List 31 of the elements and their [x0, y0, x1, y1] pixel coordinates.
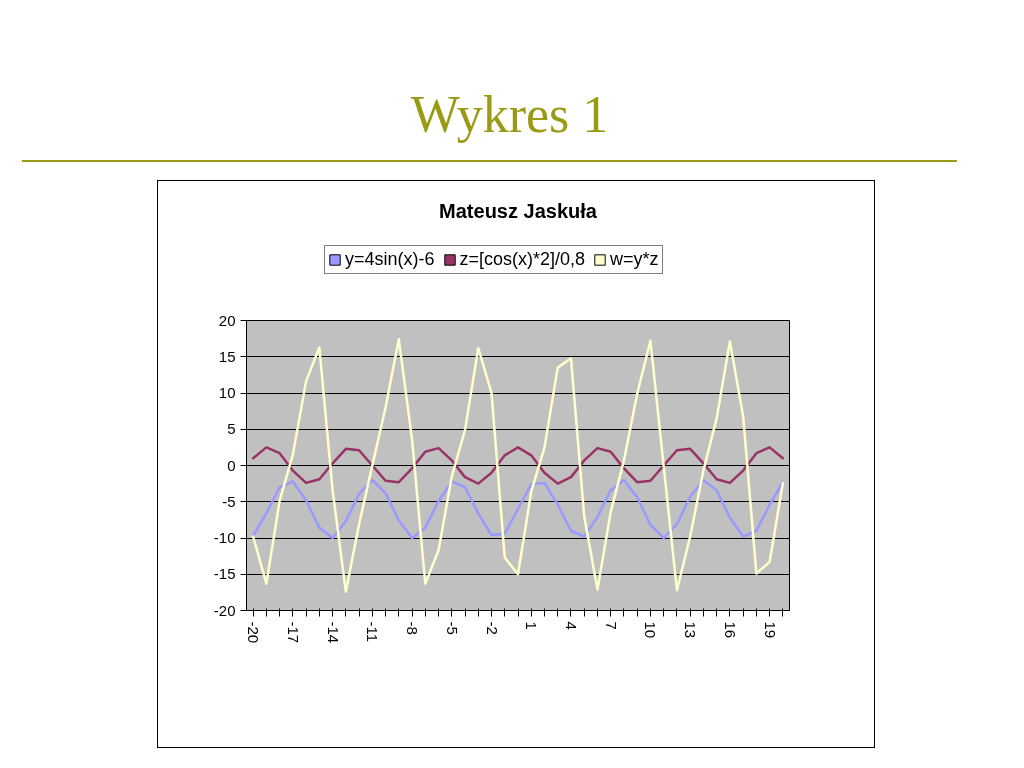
x-tick-label: -20 [245, 621, 263, 644]
x-tick-label: 7 [602, 621, 620, 630]
legend-label: y=4sin(x)-6 [345, 249, 435, 270]
chart-subtitle: Mateusz Jaskuła [439, 199, 598, 222]
x-tick-label: -8 [404, 621, 422, 635]
x-tick-label: -2 [483, 621, 501, 635]
x-tick-label: 13 [682, 621, 700, 639]
legend-label: z=[cos(x)*2]/0,8 [459, 249, 586, 270]
line-series [251, 338, 785, 593]
line-series [251, 478, 785, 540]
x-tick-label: 16 [721, 621, 739, 639]
x-tick-label: -11 [364, 621, 382, 643]
legend-label: w=y*z [610, 249, 659, 270]
x-tick-label: -14 [324, 621, 342, 644]
x-tick-label: -17 [284, 621, 302, 644]
y-tick-label: 15 [218, 347, 236, 365]
y-tick-label: -5 [222, 492, 236, 510]
x-tick-label: 1 [523, 621, 541, 630]
y-tick-label: -10 [213, 529, 236, 546]
x-tick-label: -5 [443, 621, 461, 635]
y-tick-label: -15 [213, 565, 236, 583]
x-tick-label: 19 [761, 621, 779, 639]
line-series [251, 446, 785, 485]
y-tick-label: 0 [227, 456, 236, 474]
x-tick-label: 10 [642, 621, 660, 639]
y-tick-label: 20 [218, 311, 236, 329]
x-tick-label: 4 [562, 621, 580, 630]
chart-title: Wykres 1 [410, 85, 609, 145]
y-tick-label: 10 [218, 384, 236, 401]
y-tick-label: -20 [213, 601, 236, 619]
y-tick-label: 5 [227, 420, 236, 438]
